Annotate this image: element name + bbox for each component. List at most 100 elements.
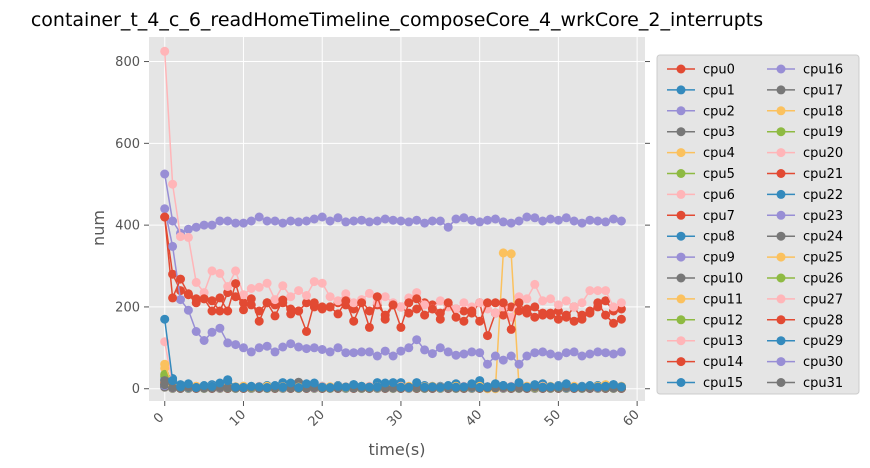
data-point-cpu1 xyxy=(553,381,563,391)
data-point-cpu6 xyxy=(420,300,430,310)
legend-item-cpu20: cpu20 xyxy=(767,146,843,161)
data-point-cpu9 xyxy=(191,222,201,232)
data-point-cpu1 xyxy=(467,379,477,389)
legend-marker xyxy=(776,169,786,178)
data-point-cpu1 xyxy=(435,383,445,392)
legend-item-cpu25: cpu25 xyxy=(767,251,843,266)
legend-item-cpu17: cpu17 xyxy=(767,83,843,98)
data-point-cpu0 xyxy=(553,314,563,324)
data-point-cpu9 xyxy=(364,217,374,227)
data-point-cpu1 xyxy=(160,314,170,324)
data-point-cpu1 xyxy=(506,382,516,392)
data-point-cpu9 xyxy=(609,214,618,224)
data-point-cpu0 xyxy=(349,316,359,326)
data-point-cpu9 xyxy=(396,216,406,226)
y-tick-label: 400 xyxy=(115,219,140,234)
data-point-cpu2 xyxy=(278,342,288,352)
data-point-cpu1 xyxy=(459,382,469,392)
data-point-cpu6 xyxy=(191,277,201,287)
data-point-cpu1 xyxy=(412,378,422,388)
data-point-cpu1 xyxy=(278,382,288,392)
series-cpu1 xyxy=(160,314,626,392)
data-point-cpu0 xyxy=(569,316,579,326)
data-point-cpu7 xyxy=(506,302,516,312)
data-point-cpu6 xyxy=(309,277,319,287)
data-point-cpu9 xyxy=(239,218,248,228)
legend-item-cpu0: cpu0 xyxy=(667,63,735,78)
data-point-cpu0 xyxy=(546,308,555,318)
data-point-cpu6 xyxy=(254,282,264,292)
x-tick-label: 60 xyxy=(620,407,642,429)
legend-marker xyxy=(676,336,686,346)
legend-marker xyxy=(776,85,786,95)
data-point-cpu1 xyxy=(522,382,532,392)
data-point-cpu2 xyxy=(239,343,248,353)
data-point-cpu9 xyxy=(443,222,453,232)
legend-item-cpu30: cpu30 xyxy=(767,355,843,370)
legend-marker xyxy=(676,64,686,74)
data-point-cpu1 xyxy=(483,382,492,392)
data-point-cpu6 xyxy=(530,279,540,289)
data-point-cpu6 xyxy=(168,179,178,189)
data-point-cpu1 xyxy=(609,380,618,390)
data-point-cpu6 xyxy=(593,286,603,296)
data-point-cpu6 xyxy=(278,281,288,291)
data-point-cpu0 xyxy=(262,298,272,308)
data-point-cpu6 xyxy=(302,291,311,300)
data-point-cpu6 xyxy=(601,286,611,296)
legend-item-cpu21: cpu21 xyxy=(767,167,843,182)
data-point-cpu0 xyxy=(577,310,587,320)
data-point-cpu6 xyxy=(451,304,461,314)
data-point-cpu1 xyxy=(207,381,217,391)
legend-label: cpu29 xyxy=(803,334,843,349)
data-point-cpu9 xyxy=(490,214,500,224)
x-tick-label: 20 xyxy=(306,407,328,429)
data-point-cpu3 xyxy=(160,376,170,386)
data-point-cpu0 xyxy=(538,310,548,320)
data-point-cpu0 xyxy=(427,304,437,314)
data-point-cpu9 xyxy=(451,214,461,224)
legend-marker xyxy=(676,106,686,116)
legend-marker xyxy=(676,127,686,137)
data-point-cpu1 xyxy=(585,381,595,390)
data-point-cpu2 xyxy=(199,336,209,345)
data-point-cpu0 xyxy=(239,305,248,315)
data-point-cpu7 xyxy=(231,292,241,302)
legend-item-cpu29: cpu29 xyxy=(767,334,843,349)
data-point-cpu2 xyxy=(514,359,524,369)
data-point-cpu1 xyxy=(561,379,571,389)
legend-marker xyxy=(676,148,686,158)
data-point-cpu6 xyxy=(522,294,532,304)
data-point-cpu6 xyxy=(577,298,587,308)
data-point-cpu2 xyxy=(349,348,359,358)
legend-marker xyxy=(776,336,786,346)
legend-item-cpu4: cpu4 xyxy=(667,146,735,161)
data-point-cpu1 xyxy=(286,378,296,388)
legend-label: cpu16 xyxy=(803,63,843,78)
data-point-cpu0 xyxy=(168,293,178,303)
data-point-cpu2 xyxy=(561,348,571,358)
data-point-cpu9 xyxy=(333,213,343,223)
data-point-cpu9 xyxy=(262,216,272,226)
data-point-cpu1 xyxy=(616,382,626,392)
data-point-cpu2 xyxy=(231,340,241,350)
legend-label: cpu28 xyxy=(803,313,843,328)
data-point-cpu9 xyxy=(349,216,359,226)
data-point-cpu3 xyxy=(168,383,178,392)
legend-item-cpu12: cpu12 xyxy=(667,313,743,328)
legend-item-cpu18: cpu18 xyxy=(767,104,843,119)
data-point-cpu0 xyxy=(380,314,390,324)
data-point-cpu9 xyxy=(553,215,563,225)
data-point-cpu9 xyxy=(380,214,390,224)
data-point-cpu7 xyxy=(302,298,311,308)
data-point-cpu9 xyxy=(561,213,571,223)
data-point-cpu1 xyxy=(380,378,390,388)
legend-marker xyxy=(776,315,786,325)
data-point-cpu6 xyxy=(435,296,445,306)
data-point-cpu2 xyxy=(396,346,406,356)
data-point-cpu1 xyxy=(357,381,367,391)
data-point-cpu6 xyxy=(553,300,563,310)
data-point-cpu0 xyxy=(404,298,414,308)
data-point-cpu0 xyxy=(357,298,367,308)
